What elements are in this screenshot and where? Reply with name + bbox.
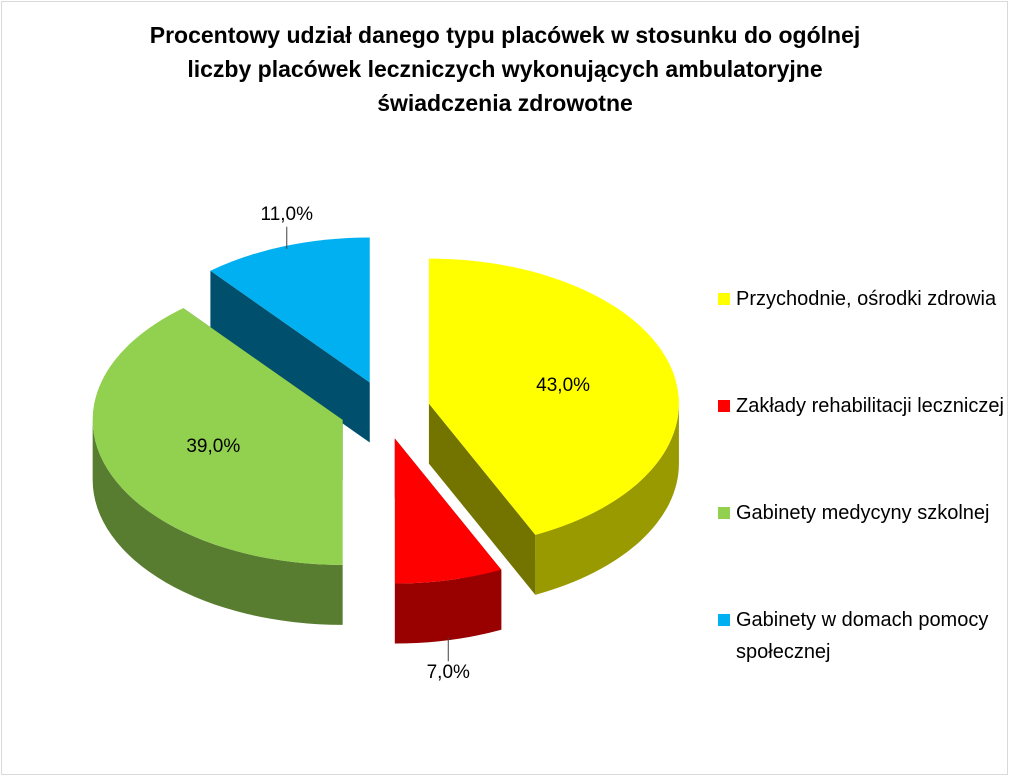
legend-swatch xyxy=(718,293,730,305)
legend-item: Zakłady rehabilitacji leczniczej xyxy=(718,390,1009,422)
data-label: 7,0% xyxy=(427,662,470,683)
legend-label: Przychodnie, ośrodki zdrowia xyxy=(736,288,997,310)
legend-swatch xyxy=(718,614,730,626)
slice xyxy=(394,438,502,584)
legend-swatch xyxy=(718,507,730,519)
slice-side xyxy=(428,403,536,595)
legend-item: Gabinety medycyny szkolnej xyxy=(718,497,1009,529)
legend-item: Gabinety w domach pomocy społecznej xyxy=(718,604,1009,668)
slice-side xyxy=(210,270,370,443)
slice-wall xyxy=(92,419,343,625)
chart-title: Procentowy udział danego typu placówek w… xyxy=(149,22,861,116)
slice-wall xyxy=(394,569,502,644)
legend-swatch xyxy=(718,400,730,412)
slice xyxy=(210,237,370,383)
slice xyxy=(92,308,343,565)
legend-label: Gabinety medycyny szkolnej xyxy=(736,502,990,524)
legend-item: Przychodnie, ośrodki zdrowia xyxy=(718,283,1009,315)
data-label: 43,0% xyxy=(536,375,590,396)
data-label: 39,0% xyxy=(186,436,240,457)
data-label: 11,0% xyxy=(261,204,314,225)
slice-wall xyxy=(535,403,679,595)
legend-label: Gabinety w domach pomocy społecznej xyxy=(736,609,989,663)
slice xyxy=(428,258,679,535)
legend-label: Zakłady rehabilitacji leczniczej xyxy=(736,395,1004,417)
